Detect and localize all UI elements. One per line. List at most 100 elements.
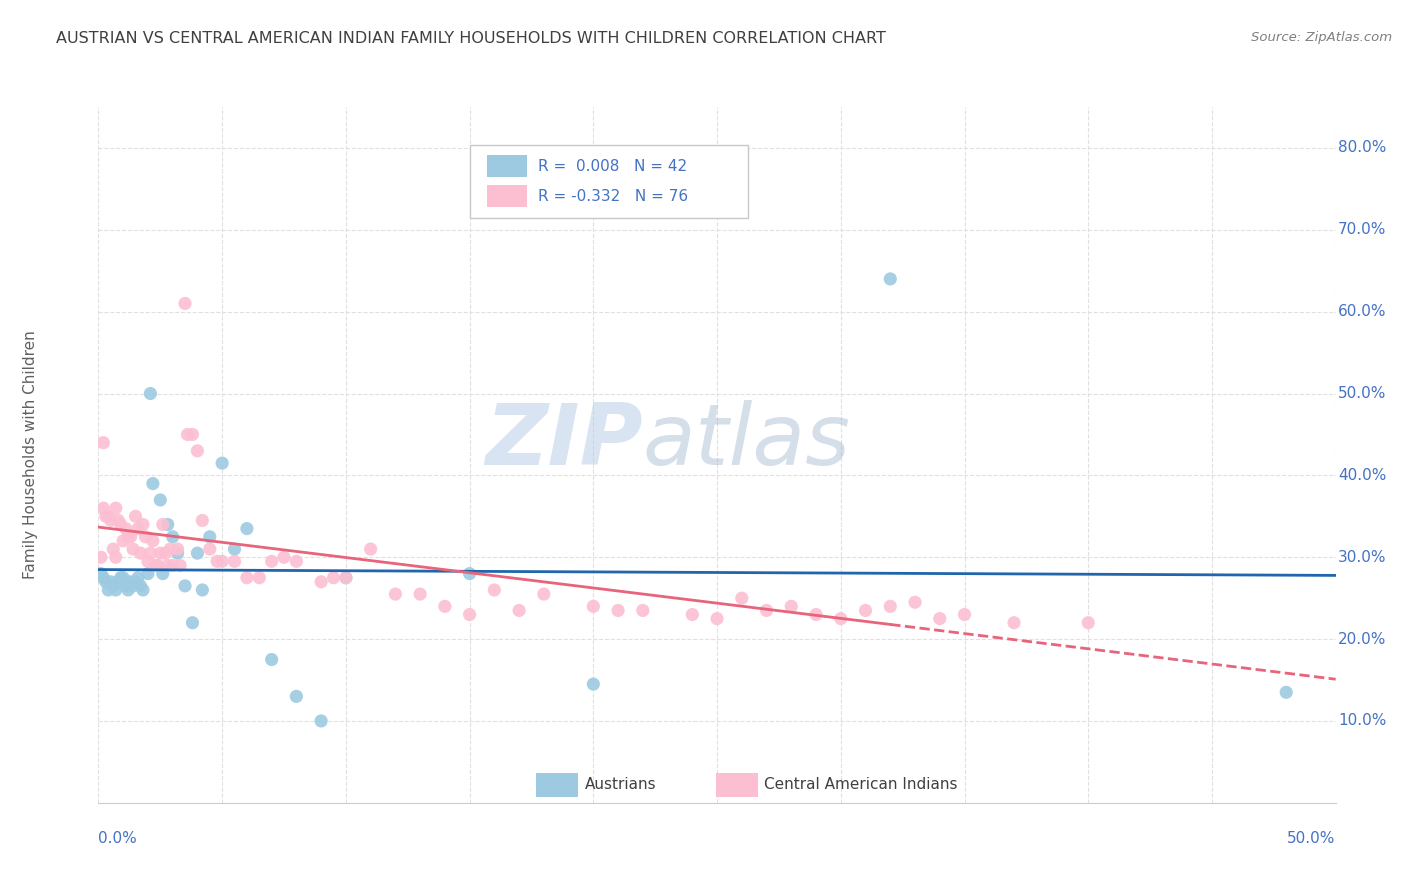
Point [156,517,179,532]
Point [94,574,117,589]
Text: 20.0%: 20.0% [1339,632,1386,647]
Point [804,607,827,622]
Point [458,566,481,581]
Point [198,542,221,557]
Text: 70.0%: 70.0% [1339,222,1386,237]
Point [97,509,120,524]
Point [174,579,197,593]
Text: Central American Indians: Central American Indians [763,777,957,792]
Point [224,554,246,568]
FancyBboxPatch shape [716,772,758,797]
Point [114,522,136,536]
Point [166,542,188,557]
Point [731,591,754,606]
Text: Source: ZipAtlas.com: Source: ZipAtlas.com [1251,31,1392,45]
Point [409,587,432,601]
Point [198,530,221,544]
Point [928,612,950,626]
Point [335,571,357,585]
Point [120,574,142,589]
FancyBboxPatch shape [486,155,526,178]
Point [224,542,246,557]
Point [780,599,803,614]
Point [335,571,357,585]
Point [129,579,152,593]
Point [706,612,728,626]
Text: 0.0%: 0.0% [98,830,138,846]
Point [879,599,901,614]
Point [104,550,127,565]
Point [508,603,530,617]
Point [162,530,184,544]
Point [107,513,129,527]
Point [100,513,122,527]
Point [155,546,177,560]
Point [104,582,127,597]
Point [93,435,115,450]
Point [149,492,172,507]
Text: AUSTRIAN VS CENTRAL AMERICAN INDIAN FAMILY HOUSEHOLDS WITH CHILDREN CORRELATION : AUSTRIAN VS CENTRAL AMERICAN INDIAN FAMI… [56,31,886,46]
Text: ZIP: ZIP [485,400,643,483]
Point [122,542,145,557]
Point [122,579,145,593]
FancyBboxPatch shape [486,185,526,207]
Point [124,509,146,524]
Point [139,546,162,560]
Point [174,296,197,310]
Point [582,677,605,691]
Point [191,582,214,597]
Point [136,566,159,581]
Point [117,530,139,544]
Point [1077,615,1099,630]
Point [112,533,135,548]
Text: 10.0%: 10.0% [1339,714,1386,729]
Point [132,517,155,532]
Point [273,550,295,565]
Point [186,443,208,458]
Point [458,607,481,622]
Point [110,517,132,532]
Point [236,571,259,585]
Point [152,517,174,532]
Point [285,554,308,568]
Point [1275,685,1298,699]
Point [236,522,259,536]
Point [129,546,152,560]
Point [139,386,162,401]
Point [104,501,127,516]
Point [176,427,198,442]
Point [143,558,166,573]
Point [533,587,555,601]
Point [433,599,456,614]
Point [205,554,228,568]
Point [124,574,146,589]
Text: R = -0.332   N = 76: R = -0.332 N = 76 [537,188,688,203]
Point [181,427,204,442]
Point [107,574,129,589]
Point [830,612,852,626]
Point [149,546,172,560]
Point [156,558,179,573]
Point [117,582,139,597]
Point [127,522,149,536]
Point [260,554,283,568]
Text: Austrians: Austrians [585,777,657,792]
Point [100,574,122,589]
Text: 50.0%: 50.0% [1339,386,1386,401]
Point [90,566,112,581]
Point [260,652,283,666]
Point [384,587,406,601]
Point [247,571,270,585]
Point [904,595,927,609]
Point [211,554,233,568]
Point [159,542,181,557]
Point [360,542,382,557]
Text: 60.0%: 60.0% [1339,304,1386,319]
Text: 40.0%: 40.0% [1339,468,1386,483]
Text: 80.0%: 80.0% [1339,140,1386,155]
Point [309,714,332,728]
Point [114,579,136,593]
Point [484,582,506,597]
Point [681,607,703,622]
Point [162,558,184,573]
